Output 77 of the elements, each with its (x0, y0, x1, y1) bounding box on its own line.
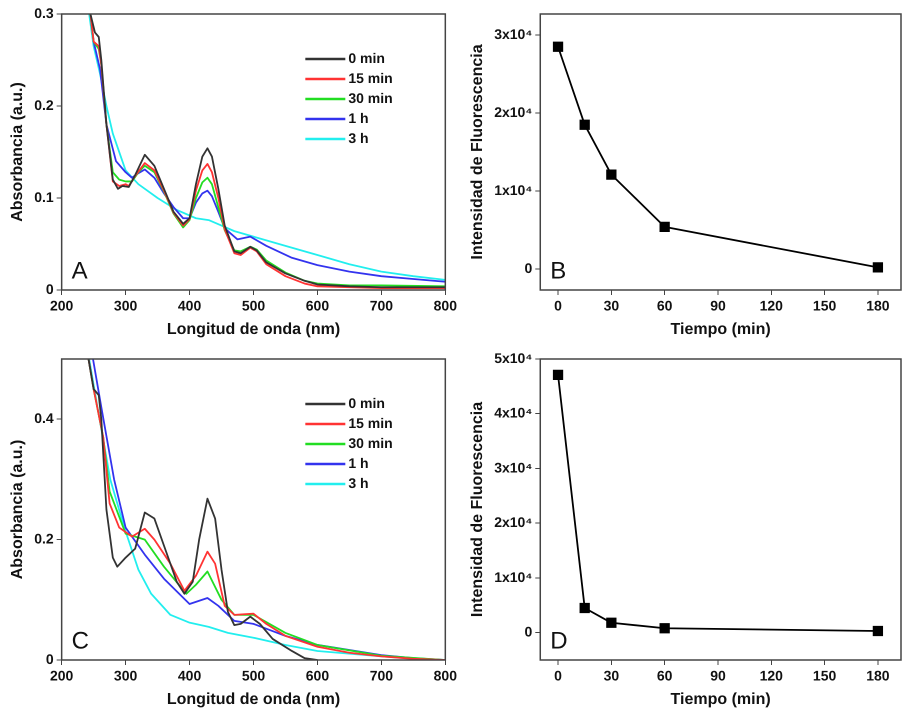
legend-label: 30 min (348, 90, 393, 106)
x-tick-label: 300 (114, 667, 138, 684)
x-tick-label: 400 (178, 297, 202, 314)
y-tick-label: 0.1 (34, 188, 54, 205)
point (660, 222, 670, 232)
y-tick-label: 0.2 (34, 96, 54, 113)
y-tick-label: 0 (524, 623, 532, 640)
point (660, 623, 670, 634)
y-axis-title: Intensidad de Fluorescencia (469, 402, 486, 618)
y-axis-title: Absorbancia (a.u.) (9, 440, 26, 580)
x-tick-label: 120 (760, 667, 784, 684)
y-axis-title: Absorbancia (a.u.) (9, 82, 26, 222)
x-tick-label: 60 (656, 297, 673, 314)
x-tick-label: 400 (178, 667, 202, 684)
point (580, 120, 590, 130)
y-tick-label: 0.4 (34, 410, 54, 426)
x-tick-label: 30 (604, 667, 620, 684)
x-axis-title: Tiempo (min) (670, 320, 771, 338)
y-tick-label: 1x10⁴ (494, 568, 532, 585)
y-tick-label: 0 (524, 260, 532, 276)
point (552, 42, 564, 52)
x-tick-label: 200 (50, 667, 74, 684)
x-axis-title: Longitud de onda (nm) (166, 320, 340, 338)
x-tick-label: 60 (656, 667, 673, 684)
annotation: C (72, 628, 90, 655)
legend-label: 0 min (348, 50, 385, 66)
legend-label: 15 min (348, 414, 393, 431)
x-tick-label: 180 (866, 297, 890, 314)
x-tick-label: 180 (866, 667, 890, 684)
x-tick-label: 120 (760, 297, 784, 314)
y-tick-label: 1x10⁴ (494, 182, 532, 198)
x-tick-label: 150 (812, 667, 836, 684)
x-axis-title: Tiempo (min) (670, 690, 771, 708)
y-tick-label: 0 (46, 280, 54, 297)
y-axis-title: Intensidad de Fluorescencia (469, 44, 486, 260)
y-tick-label: 2x10⁴ (494, 104, 532, 120)
y-tick-label: 5x10⁴ (494, 350, 532, 366)
x-axis-title: Longitud de onda (nm) (166, 690, 340, 708)
legend-label: 0 min (348, 394, 385, 411)
x-tick-label: 30 (604, 297, 620, 314)
x-tick-label: 150 (812, 297, 836, 314)
point (872, 262, 884, 273)
point (580, 602, 590, 614)
y-tick-label: 0.3 (34, 4, 54, 21)
annotation: D (550, 628, 568, 655)
legend-label: 1 h (348, 454, 369, 471)
x-tick-label: 700 (370, 297, 394, 314)
point (872, 626, 884, 636)
y-tick-label: 3x10⁴ (494, 459, 532, 476)
legend-label: 3 h (348, 474, 369, 491)
point (606, 618, 616, 628)
legend-label: 3 h (348, 130, 369, 146)
y-tick-label: 2x10⁴ (494, 514, 532, 530)
y-tick-label: 0.2 (34, 530, 54, 546)
y-tick-label: 0 (46, 650, 54, 667)
annotation: B (550, 258, 566, 285)
x-tick-label: 700 (370, 667, 394, 684)
x-tick-label: 600 (306, 297, 330, 314)
x-tick-label: 300 (114, 297, 138, 314)
x-tick-label: 90 (710, 297, 726, 314)
point (552, 370, 564, 380)
x-tick-label: 500 (242, 667, 266, 684)
annotation: A (72, 258, 88, 285)
legend-label: 15 min (348, 70, 393, 86)
y-tick-label: 4x10⁴ (494, 404, 532, 421)
x-tick-label: 0 (554, 667, 562, 684)
x-tick-label: 90 (710, 667, 726, 684)
x-tick-label: 0 (554, 297, 562, 314)
x-tick-label: 500 (242, 297, 266, 314)
x-tick-label: 800 (434, 667, 458, 684)
x-tick-label: 600 (306, 667, 330, 684)
y-tick-label: 3x10⁴ (494, 26, 532, 42)
x-tick-label: 800 (434, 297, 458, 314)
point (606, 169, 616, 180)
legend-label: 30 min (348, 434, 393, 451)
x-tick-label: 200 (50, 297, 74, 314)
legend-label: 1 h (348, 110, 369, 126)
